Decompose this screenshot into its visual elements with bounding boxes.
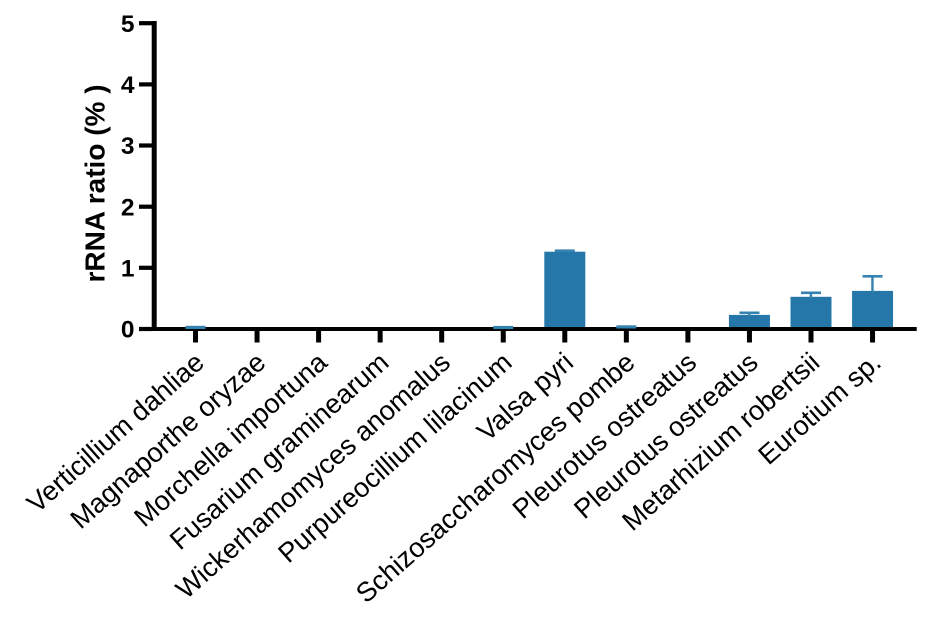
svg-text:0: 0 [121,317,135,344]
svg-text:5: 5 [121,11,135,38]
svg-text:rRNA ratio (% ): rRNA ratio (% ) [80,84,111,282]
svg-text:4: 4 [121,72,135,99]
svg-text:3: 3 [121,133,135,160]
svg-text:1: 1 [121,256,135,283]
svg-text:2: 2 [121,194,135,221]
